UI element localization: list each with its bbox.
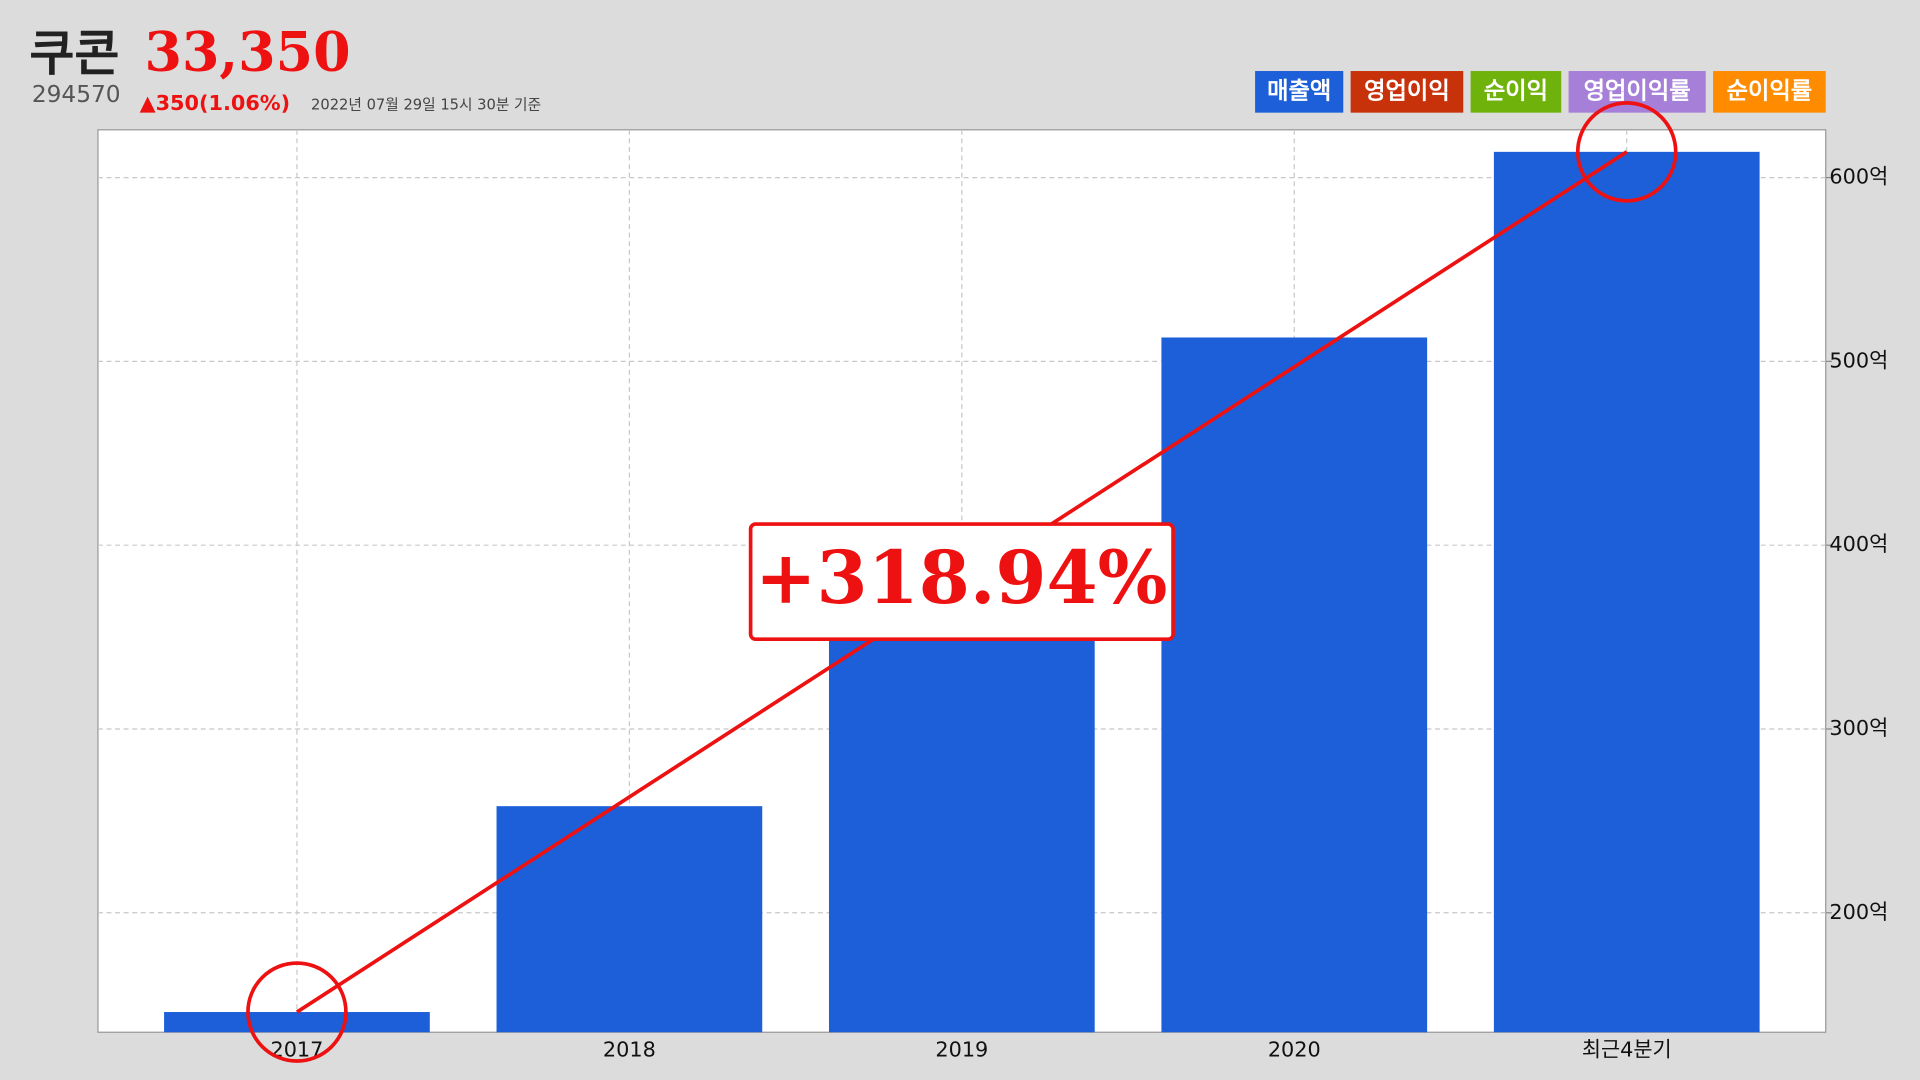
legend: 매출액 영업이익 순이익 영업이익률 순이익률	[1255, 71, 1826, 113]
annotation-box	[748, 522, 1175, 642]
x-tick-label: 2019	[935, 1038, 988, 1062]
legend-label[interactable]: 영업이익	[1364, 77, 1450, 104]
annotation-text: +318.94%	[755, 535, 1167, 621]
price-change: ▲350(1.06%)	[140, 91, 291, 115]
y-tick-label: 200억	[1829, 900, 1888, 924]
legend-button[interactable]: 순이익	[1470, 71, 1562, 113]
legend-label[interactable]: 영업이익률	[1584, 77, 1691, 104]
legend-label[interactable]: 순이익률	[1727, 77, 1813, 104]
x-tick-label: 2020	[1268, 1038, 1321, 1062]
y-tick-label: 400억	[1829, 532, 1888, 556]
bar	[1493, 151, 1760, 1033]
bar	[1161, 337, 1428, 1033]
y-tick-label: 300억	[1829, 716, 1888, 740]
legend-button[interactable]: 순이익률	[1713, 71, 1826, 113]
y-tick-label: 500억	[1829, 348, 1888, 372]
bar	[828, 618, 1095, 1033]
legend-button-bg[interactable]	[1350, 71, 1464, 113]
bar	[164, 1012, 430, 1033]
legend-label[interactable]: 매출액	[1267, 77, 1331, 104]
highlight-circle	[246, 961, 348, 1063]
stock-code: 294570	[32, 81, 121, 108]
legend-button[interactable]: 영업이익	[1350, 71, 1464, 113]
x-tick-label: 2018	[603, 1038, 656, 1062]
stock-name: 쿠콘	[29, 25, 119, 82]
legend-label[interactable]: 순이익	[1484, 77, 1548, 104]
x-tick-label: 최근4분기	[1582, 1038, 1672, 1062]
legend-button-bg[interactable]	[1713, 71, 1826, 113]
stock-price: 33,350	[144, 19, 350, 83]
highlight-circle	[1575, 101, 1678, 203]
legend-button-bg[interactable]	[1470, 71, 1562, 113]
legend-button[interactable]: 영업이익률	[1568, 71, 1706, 113]
legend-button-bg[interactable]	[1255, 71, 1344, 113]
legend-button[interactable]: 매출액	[1255, 71, 1344, 113]
timestamp: 2022년 07월 29일 15시 30분 기준	[311, 96, 541, 113]
y-tick-label: 600억	[1829, 165, 1888, 189]
bar	[496, 806, 763, 1033]
